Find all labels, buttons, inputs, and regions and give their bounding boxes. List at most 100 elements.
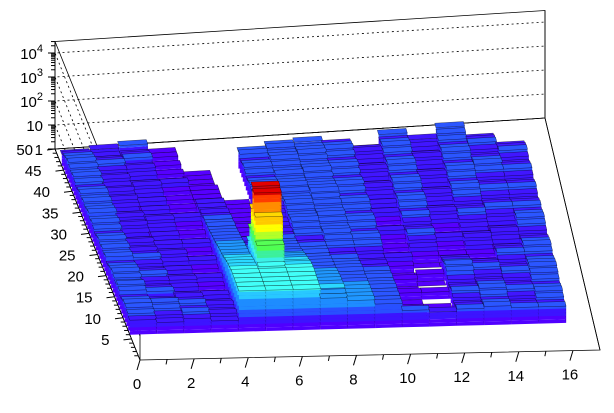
bar-top-face [412, 151, 443, 158]
bar-top-face [302, 165, 333, 172]
bar-top-face [187, 255, 218, 262]
bar-top-face [296, 147, 328, 155]
bar-front-face [294, 140, 323, 143]
bar-top-face [158, 249, 188, 255]
bar-front-face [414, 163, 444, 166]
bars-group [59, 121, 567, 335]
bar-top-face [66, 156, 98, 163]
bar-top-face [298, 153, 329, 161]
bar-top-face [138, 269, 169, 275]
bar-top-face [409, 250, 440, 257]
bar-front-face [438, 138, 467, 143]
bar-top-face [189, 263, 219, 270]
bar-top-face [440, 145, 471, 153]
bar-front-face [124, 156, 153, 161]
bar-top-face [387, 164, 418, 171]
bar-front-face [70, 166, 99, 169]
bar-top-face [382, 146, 413, 153]
bar-top-face [472, 157, 503, 165]
bar-top-face [100, 173, 131, 180]
bar-front-face [326, 154, 356, 159]
bar-top-face [131, 252, 162, 258]
bar-top-face [434, 121, 465, 128]
bar-top-face [159, 256, 190, 263]
bar-front-face [97, 162, 126, 167]
bar-top-face [515, 211, 545, 218]
bar-front-face [299, 158, 329, 161]
bar-front-face [355, 157, 384, 161]
bar-top-face [329, 161, 360, 168]
bar-top-face [465, 248, 495, 255]
bar-front-face [244, 165, 273, 169]
bar-top-face [459, 221, 489, 228]
bar [411, 262, 441, 269]
bar-top-face [377, 128, 408, 135]
bar-top-face [88, 143, 120, 150]
bar-top-face [330, 167, 361, 174]
bar-top-face [357, 163, 388, 171]
bar-top-face [133, 187, 165, 194]
bar-front-face [468, 141, 497, 146]
bar-front-face [272, 164, 302, 167]
bar-top-face [133, 258, 164, 265]
back-wall [54, 10, 546, 150]
bar-top-face [352, 145, 383, 153]
bar-top-face [238, 148, 269, 155]
bar-top-face [125, 163, 157, 170]
bar-top-face [407, 133, 438, 140]
bar-top-face [68, 162, 100, 169]
z-grid-line [54, 117, 546, 361]
bar-top-face [435, 127, 466, 135]
bar-top-face [384, 260, 415, 267]
bar-top-face [131, 180, 163, 187]
bar-front-face [266, 146, 296, 149]
bar-top-face [437, 249, 468, 256]
bar-top-face [104, 251, 135, 258]
bar-top-face [490, 233, 521, 241]
bar-front-face [75, 181, 104, 186]
bar-top-face [380, 139, 412, 147]
bar-top-face [516, 218, 546, 225]
bar-top-face [325, 149, 356, 156]
bar-front-face [383, 151, 413, 155]
bar-top-face [162, 265, 193, 271]
bar-top-face [352, 238, 383, 245]
bar-top-face [73, 176, 105, 184]
bar-front-face [378, 132, 408, 137]
bar-front-face [160, 182, 189, 185]
bar-top-face [486, 215, 516, 222]
bar-front-face [442, 150, 471, 153]
bar-front-face [499, 149, 528, 154]
bar-top-face [95, 158, 126, 165]
bar-front-face [331, 165, 360, 168]
bar-top-face [441, 152, 472, 159]
bar-top-face [497, 144, 528, 151]
bar-top-face [383, 252, 413, 258]
bar-top-face [71, 170, 103, 177]
bar-top-face [323, 143, 355, 150]
bar-front-face [245, 172, 275, 177]
bar-front-face [119, 143, 148, 148]
bar-front-face [239, 152, 269, 155]
bar-front-face [73, 175, 103, 178]
bar-front-face [332, 172, 361, 176]
bar-top-face [110, 266, 141, 273]
bar-front-face [443, 156, 472, 161]
bar-top-face [269, 153, 301, 161]
bar-top-face [464, 239, 494, 246]
bar-top-face [386, 157, 417, 165]
bar-front-face [382, 144, 412, 147]
bar-top-face [323, 233, 354, 240]
bar-top-face [122, 152, 153, 159]
bar-top-face [522, 239, 552, 246]
bar-front-face [162, 190, 191, 196]
bar-top-face [271, 159, 302, 167]
bar-top-face [265, 142, 296, 149]
bar-top-face [498, 151, 529, 158]
bar-top-face [325, 240, 355, 246]
bar-top-face [273, 168, 305, 175]
bar-top-face [496, 253, 527, 260]
bar-top-face [193, 272, 224, 279]
bar [409, 250, 440, 264]
